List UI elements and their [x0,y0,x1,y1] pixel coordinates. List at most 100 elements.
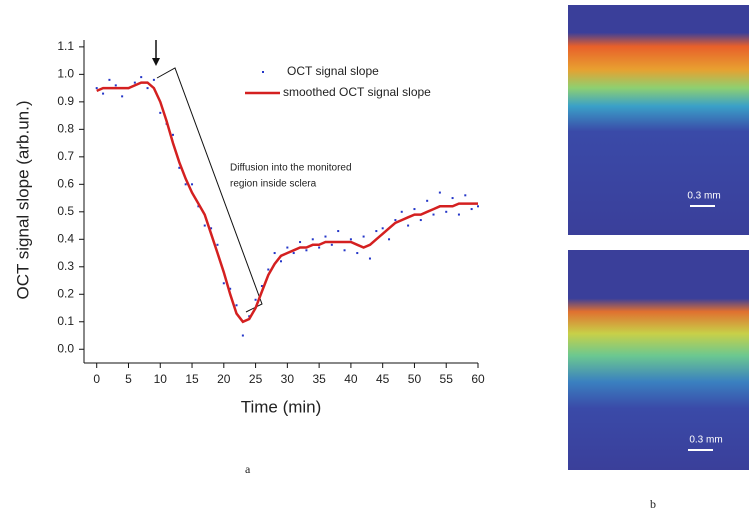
data-point [407,224,410,227]
data-point [362,235,365,238]
y-tick-label: 0.7 [57,149,74,163]
x-tick-label: 55 [440,372,454,386]
y-axis-label: OCT signal slope (arb.un.) [13,100,32,299]
x-tick-label: 35 [312,372,326,386]
data-point [432,213,435,216]
y-tick-label: 0.3 [57,259,74,273]
data-point [178,166,181,169]
panel-label: b [650,497,656,511]
legend-marker [262,71,264,73]
data-point [356,252,359,255]
y-tick-label: 1.1 [57,39,74,53]
x-tick-label: 15 [185,372,199,386]
data-point [248,315,251,318]
data-point [102,92,105,95]
data-point [464,194,467,197]
data-point [324,235,327,238]
data-point [445,210,448,213]
data-point [210,227,213,230]
annotation-bracket [156,67,263,313]
y-tick-label: 0.2 [57,286,74,300]
data-point [311,238,314,241]
data-line [96,81,478,324]
data-point [477,205,479,208]
data-point [108,78,111,81]
data-point [337,230,340,233]
data-point [152,78,155,81]
y-tick-label: 0.9 [57,94,74,108]
x-tick-label: 25 [249,372,263,386]
x-tick-label: 5 [125,372,132,386]
data-point [235,304,238,307]
y-tick-label: 0.0 [57,341,74,355]
data-point [273,252,276,255]
y-tick-label: 0.1 [57,314,74,328]
data-point [292,252,295,255]
data-point [451,197,454,200]
data-point [203,224,206,227]
annotation: region inside sclera [230,179,317,190]
data-point [280,260,282,263]
data-point [171,133,174,136]
data-point [254,298,257,301]
data-point [400,210,403,213]
data-point [305,249,308,252]
data-point [330,243,333,246]
data-point [394,219,397,222]
data-point [95,87,98,90]
x-tick-label: 0 [93,372,100,386]
data-point [343,249,346,252]
y-tick-label: 0.4 [57,231,74,245]
data-point [241,334,244,337]
x-tick-label: 50 [408,372,422,386]
x-axis-label: Time (min) [241,397,322,416]
data-point [368,257,371,260]
data-point [349,238,352,241]
data-point [197,205,200,208]
data-point [260,285,263,288]
arrowhead [152,58,160,66]
y-tick-label: 0.6 [57,176,74,190]
data-point [375,230,378,233]
data-point [140,76,143,79]
data-point [426,199,429,202]
data-point [222,282,225,285]
data-point [381,227,384,230]
data-point [229,287,232,290]
data-point [419,219,422,222]
data-point [216,243,219,246]
data-point [457,213,460,216]
scale-bar-label: 0.3 mm [689,435,722,446]
oct-image-top [568,5,749,235]
scale-bar-label: 0.3 mm [687,191,720,202]
data-point [159,111,162,114]
y-tick-label: 0.5 [57,204,74,218]
data-point [413,208,416,211]
data-point [184,183,187,186]
y-tick-label: 1.0 [57,67,74,81]
y-tick-label: 0.8 [57,122,74,136]
x-tick-label: 40 [344,372,358,386]
data-point [388,238,391,241]
legend-label: smoothed OCT signal slope [283,85,431,99]
data-point [121,95,124,98]
data-point [133,81,136,84]
data-point [267,268,270,271]
data-point [146,87,149,90]
x-tick-label: 20 [217,372,231,386]
panel-label: a [245,462,251,476]
annotation: Diffusion into the monitored [230,163,352,174]
x-tick-label: 30 [281,372,295,386]
x-tick-label: 60 [471,372,485,386]
data-point [318,246,321,249]
data-point [191,183,194,186]
data-point [286,246,289,249]
data-point [438,191,441,194]
data-point [299,241,302,244]
x-tick-label: 10 [154,372,168,386]
x-tick-label: 45 [376,372,390,386]
data-point [114,84,117,87]
data-point [470,208,473,211]
oct-image-bottom [568,250,749,470]
